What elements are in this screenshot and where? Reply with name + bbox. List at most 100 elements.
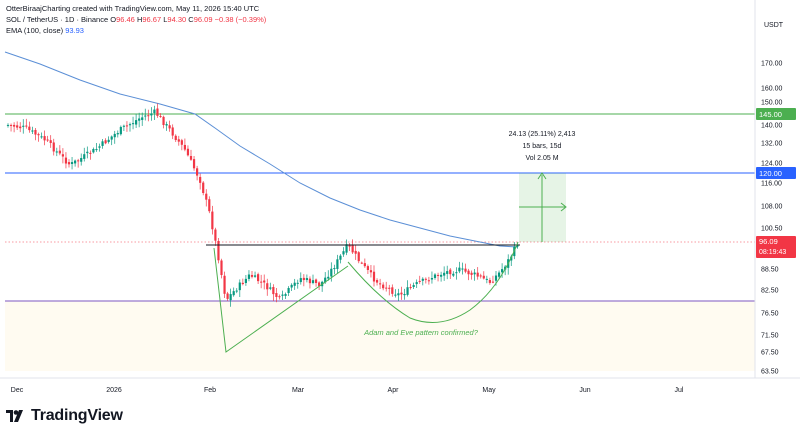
countdown-text: 08:19:43 bbox=[759, 249, 786, 256]
candle-body bbox=[226, 293, 229, 299]
close-label: C bbox=[188, 15, 194, 24]
candle-body bbox=[52, 142, 55, 152]
ema-line: EMA (100, close) 93.93 bbox=[6, 25, 266, 36]
candle-body bbox=[61, 154, 64, 157]
ema-line[interactable] bbox=[4, 51, 519, 248]
candle-body bbox=[34, 129, 37, 135]
candle-body bbox=[217, 240, 220, 261]
x-tick-label: Apr bbox=[388, 387, 400, 394]
candle-body bbox=[409, 287, 412, 289]
candle-body bbox=[382, 284, 385, 289]
y-tick-label: 140.00 bbox=[761, 123, 783, 130]
candle-body bbox=[257, 274, 260, 282]
candle-body bbox=[58, 150, 61, 154]
ema-value: 93.93 bbox=[65, 26, 84, 35]
candle-body bbox=[171, 127, 174, 136]
candle-body bbox=[449, 269, 452, 275]
y-tick-label: 63.50 bbox=[761, 369, 779, 376]
candle-body bbox=[354, 250, 357, 254]
level-price-text: 145.00 bbox=[759, 110, 782, 119]
candle-body bbox=[13, 124, 16, 127]
author-line: OtterBiraajCharting created with Trading… bbox=[6, 4, 260, 13]
candle-body bbox=[165, 124, 168, 126]
measure-line-1: 24.13 (25.11%) 2,413 bbox=[509, 131, 576, 138]
x-tick-label: Feb bbox=[204, 387, 216, 394]
candle-body bbox=[92, 148, 95, 153]
candle-body bbox=[357, 252, 360, 262]
measure-arrow-head bbox=[537, 172, 547, 180]
candles-layer bbox=[6, 103, 519, 307]
last-price-text: 96.09 bbox=[759, 237, 778, 246]
y-tick-label: 88.50 bbox=[761, 267, 779, 274]
candle-body bbox=[394, 294, 397, 296]
candle-body bbox=[470, 272, 473, 275]
candle-body bbox=[424, 278, 427, 280]
candle-body bbox=[83, 154, 86, 159]
candle-body bbox=[159, 115, 162, 117]
last-price-badge bbox=[756, 236, 796, 258]
candle-body bbox=[369, 270, 373, 273]
candle-body bbox=[443, 272, 446, 276]
candle-body bbox=[189, 156, 193, 160]
candle-body bbox=[467, 270, 470, 275]
candle-body bbox=[388, 287, 391, 289]
candle-body bbox=[516, 245, 519, 247]
open-label: O bbox=[110, 15, 117, 24]
candle-body bbox=[253, 275, 257, 277]
candle-body bbox=[473, 272, 476, 275]
candle-body bbox=[186, 148, 190, 156]
candle-body bbox=[205, 193, 208, 200]
candle-body bbox=[479, 275, 482, 277]
eve-pattern-curve[interactable] bbox=[347, 241, 519, 323]
candle-body bbox=[339, 255, 342, 260]
ema-label[interactable]: EMA (100, close) bbox=[6, 26, 64, 35]
change-value: −0.38 (−0.39%) bbox=[214, 15, 267, 24]
y-tick-label: 100.50 bbox=[761, 226, 783, 233]
candle-body bbox=[360, 262, 363, 264]
candle-body bbox=[89, 152, 92, 154]
candle-body bbox=[275, 293, 278, 297]
y-tick-label: 124.00 bbox=[761, 161, 783, 168]
candle-body bbox=[452, 273, 455, 276]
candle-body bbox=[156, 108, 159, 116]
pattern-annotation[interactable]: Adam and Eve pattern confirmed? bbox=[363, 328, 479, 337]
candle-body bbox=[202, 182, 205, 194]
candle-body bbox=[9, 124, 13, 126]
candle-body bbox=[22, 125, 25, 127]
candle-body bbox=[104, 140, 107, 144]
candle-body bbox=[150, 113, 153, 116]
x-tick-label: Dec bbox=[11, 387, 24, 394]
x-tick-label: Jul bbox=[675, 387, 684, 394]
y-tick-label: 71.50 bbox=[761, 333, 779, 340]
candle-body bbox=[55, 151, 58, 153]
candle-body bbox=[260, 281, 263, 283]
candle-body bbox=[107, 139, 110, 143]
candle-body bbox=[379, 283, 382, 285]
adam-pattern-line[interactable] bbox=[213, 247, 349, 353]
candle-body bbox=[314, 279, 318, 284]
candle-body bbox=[494, 275, 498, 281]
candle-body bbox=[293, 282, 296, 286]
candle-body bbox=[266, 283, 269, 290]
candle-body bbox=[430, 278, 434, 280]
symbol-label[interactable]: SOL / TetherUS · 1D · Binance bbox=[6, 15, 109, 24]
candle-body bbox=[324, 277, 327, 283]
candle-body bbox=[214, 229, 217, 241]
candle-body bbox=[153, 109, 156, 114]
candle-body bbox=[421, 278, 424, 281]
candle-body bbox=[305, 278, 308, 281]
y-tick-label: 82.50 bbox=[761, 288, 779, 295]
candle-body bbox=[278, 296, 281, 298]
candle-body bbox=[119, 126, 122, 135]
candle-body bbox=[281, 294, 284, 296]
candle-body bbox=[196, 168, 199, 176]
candle-body bbox=[183, 144, 186, 150]
candle-body bbox=[238, 282, 241, 291]
candle-body bbox=[95, 149, 98, 151]
y-tick-label: 160.00 bbox=[761, 86, 783, 93]
candle-body bbox=[192, 159, 196, 169]
candle-body bbox=[49, 140, 52, 143]
candle-body bbox=[232, 291, 235, 296]
candle-body bbox=[290, 284, 293, 288]
